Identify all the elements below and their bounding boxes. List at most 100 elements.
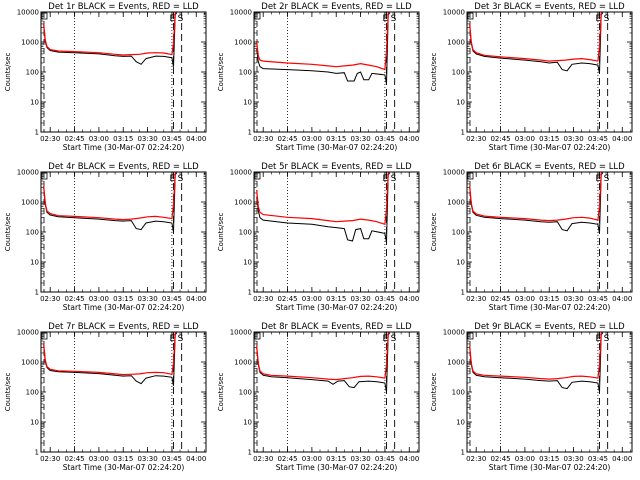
panel-title: Det 4r BLACK = Events, RED = LLD	[48, 162, 199, 172]
marker-label-s: S	[178, 174, 184, 184]
panel-title: Det 2r BLACK = Events, RED = LLD	[261, 2, 412, 12]
x-tick-label: 04:00	[612, 295, 632, 303]
y-tick-label: 100	[239, 389, 252, 397]
x-tick-label: 02:30	[40, 295, 60, 303]
x-tick-label: 03:15	[539, 455, 559, 463]
x-tick-label: 03:00	[89, 295, 109, 303]
x-tick-label: 03:15	[113, 455, 133, 463]
x-tick-label: 04:00	[399, 455, 419, 463]
x-tick-label: 03:15	[113, 135, 133, 143]
x-axis-label: Start Time (30-Mar-07 02:24:20)	[489, 303, 611, 312]
plot-frame	[253, 331, 420, 453]
x-tick-label: 03:30	[137, 135, 157, 143]
series-events-line	[469, 172, 604, 234]
y-tick-label: 1	[461, 449, 465, 457]
x-tick-label: 03:45	[375, 455, 395, 463]
x-tick-label: 03:30	[350, 455, 370, 463]
x-tick-label: 02:30	[466, 135, 486, 143]
y-tick-label: 1	[461, 129, 465, 137]
x-tick-label: 03:00	[302, 295, 322, 303]
y-tick-label: 1000	[447, 39, 465, 47]
x-tick-label: 03:00	[89, 135, 109, 143]
panel-title: Det 7r BLACK = Events, RED = LLD	[48, 322, 199, 332]
y-tick-label: 100	[26, 389, 39, 397]
series-events-line	[43, 12, 178, 67]
x-axis-label: Start Time (30-Mar-07 02:24:20)	[489, 463, 611, 472]
series-lld-line	[43, 12, 178, 56]
y-tick-label: 10000	[17, 9, 39, 17]
x-tick-label: 03:15	[539, 295, 559, 303]
marker-label-e: E	[170, 14, 176, 24]
series-events-line	[469, 12, 604, 74]
x-tick-label: 02:45	[490, 455, 510, 463]
y-tick-label: 10	[243, 419, 252, 427]
series-lld-line	[469, 332, 604, 380]
panel-det-9: Det 9r BLACK = Events, RED = LLD Counts/s…	[430, 322, 633, 472]
y-tick-label: 10000	[17, 169, 39, 177]
x-tick-label: 03:45	[162, 135, 182, 143]
y-tick-label: 1000	[234, 39, 252, 47]
start-marker-box	[467, 332, 474, 340]
panel-det-1: Det 1r BLACK = Events, RED = LLD Counts/s…	[4, 2, 207, 152]
x-tick-label: 02:45	[277, 455, 297, 463]
y-tick-label: 10	[456, 419, 465, 427]
x-tick-label: 03:30	[563, 455, 583, 463]
start-marker-box	[41, 172, 48, 180]
x-tick-label: 03:15	[539, 135, 559, 143]
panel-det-2: Det 2r BLACK = Events, RED = LLD Counts/s…	[217, 2, 420, 152]
panel-det-8: Det 8r BLACK = Events, RED = LLD Counts/s…	[217, 322, 420, 472]
y-axis-label: Counts/sec	[217, 213, 225, 252]
x-tick-label: 02:45	[277, 135, 297, 143]
marker-label-s: S	[391, 14, 397, 24]
y-tick-label: 1000	[21, 39, 39, 47]
x-tick-label: 04:00	[612, 135, 632, 143]
marker-label-s: S	[604, 334, 610, 344]
x-axis-label: Start Time (30-Mar-07 02:24:20)	[489, 143, 611, 152]
plot-frame	[40, 11, 207, 133]
y-tick-label: 1	[248, 289, 252, 297]
x-tick-label: 03:30	[350, 135, 370, 143]
panel-det-6: Det 6r BLACK = Events, RED = LLD Counts/s…	[430, 162, 633, 312]
y-tick-label: 1	[35, 289, 39, 297]
plot-frame	[466, 171, 633, 293]
series-events-line	[43, 332, 178, 386]
marker-label-e: E	[170, 174, 176, 184]
x-tick-label: 02:45	[490, 135, 510, 143]
plot-frame	[253, 11, 420, 133]
x-tick-label: 03:45	[588, 455, 608, 463]
y-tick-label: 10	[456, 99, 465, 107]
series-lld-line	[256, 12, 391, 71]
x-tick-label: 02:30	[40, 455, 60, 463]
y-tick-label: 100	[239, 229, 252, 237]
x-tick-label: 02:30	[253, 295, 273, 303]
y-tick-label: 1000	[234, 199, 252, 207]
x-tick-label: 03:15	[326, 135, 346, 143]
y-tick-label: 1	[248, 129, 252, 137]
x-axis-label: Start Time (30-Mar-07 02:24:20)	[276, 463, 398, 472]
y-tick-label: 100	[452, 389, 465, 397]
x-tick-label: 02:30	[466, 455, 486, 463]
x-tick-label: 03:30	[563, 295, 583, 303]
x-tick-label: 03:00	[89, 455, 109, 463]
panel-title: Det 1r BLACK = Events, RED = LLD	[48, 2, 199, 12]
series-events-line	[256, 332, 391, 393]
start-marker-box	[254, 172, 261, 180]
x-tick-label: 04:00	[612, 455, 632, 463]
panel-title: Det 8r BLACK = Events, RED = LLD	[261, 322, 412, 332]
y-axis-label: Counts/sec	[4, 213, 12, 252]
x-tick-label: 02:30	[40, 135, 60, 143]
x-tick-label: 03:00	[302, 455, 322, 463]
marker-label-e: E	[596, 174, 602, 184]
y-tick-label: 10	[243, 99, 252, 107]
marker-label-s: S	[391, 334, 397, 344]
y-axis-label: Counts/sec	[4, 53, 12, 92]
start-marker-box	[41, 332, 48, 340]
y-tick-label: 1	[461, 289, 465, 297]
y-tick-label: 10	[30, 99, 39, 107]
y-tick-label: 10	[243, 259, 252, 267]
y-axis-label: Counts/sec	[217, 373, 225, 412]
x-tick-label: 02:30	[466, 295, 486, 303]
x-axis-label: Start Time (30-Mar-07 02:24:20)	[276, 143, 398, 152]
x-tick-label: 03:30	[350, 295, 370, 303]
x-tick-label: 02:45	[64, 295, 84, 303]
